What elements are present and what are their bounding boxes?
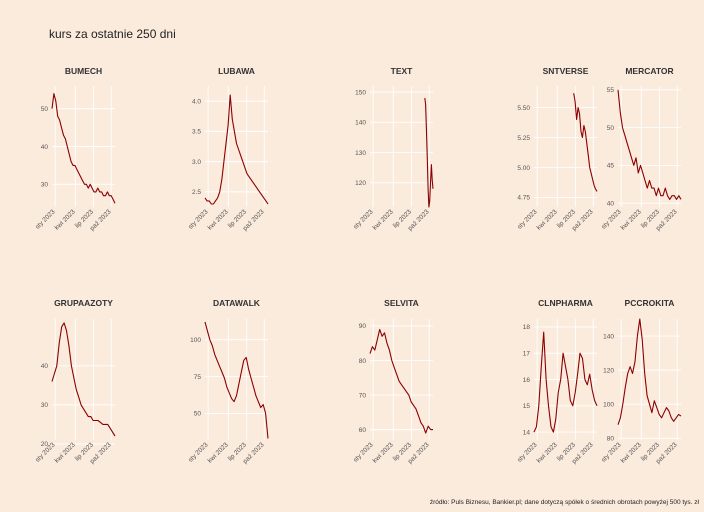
- y-tick-label: 140: [355, 120, 366, 127]
- panel-title: SNTVERSE: [543, 66, 589, 76]
- price-line: [204, 94, 269, 205]
- y-tick-label: 16: [523, 377, 531, 384]
- y-tick-label: 80: [607, 436, 615, 443]
- y-tick-label: 14: [523, 429, 531, 436]
- x-tick-label: kwi 2023: [620, 208, 643, 231]
- y-tick-label: 17: [523, 350, 531, 357]
- y-tick-label: 40: [41, 144, 49, 151]
- y-tick-label: 5.50: [517, 105, 530, 112]
- panel-title: GRUPAAZOTY: [54, 298, 113, 308]
- panel-title: TEXT: [391, 66, 414, 76]
- panel-title: LUBAWA: [218, 66, 255, 76]
- y-tick-label: 2.5: [192, 189, 201, 196]
- y-tick-label: 130: [355, 150, 366, 157]
- y-tick-label: 15: [523, 403, 531, 410]
- y-tick-label: 50: [607, 125, 615, 132]
- y-tick-label: 4.0: [192, 98, 201, 105]
- price-line: [424, 98, 434, 208]
- y-tick-label: 40: [607, 201, 615, 208]
- x-tick-label: kwi 2023: [372, 208, 395, 231]
- panel-title: BUMECH: [65, 66, 102, 76]
- y-tick-label: 120: [603, 367, 614, 374]
- y-tick-label: 100: [190, 337, 201, 344]
- x-tick-label: kwi 2023: [372, 441, 395, 464]
- y-tick-label: 80: [359, 358, 367, 365]
- price-line: [573, 93, 598, 192]
- price-line: [617, 89, 682, 200]
- x-tick-label: kwi 2023: [620, 441, 643, 464]
- panel-title: PCCROKITA: [625, 298, 675, 308]
- y-tick-label: 55: [607, 87, 615, 94]
- price-line: [51, 322, 116, 437]
- y-tick-label: 5.25: [517, 135, 530, 142]
- price-line: [51, 93, 116, 204]
- price-line: [533, 331, 598, 433]
- y-tick-label: 150: [355, 89, 366, 96]
- y-tick-label: 50: [194, 411, 202, 418]
- y-tick-label: 4.75: [517, 195, 530, 202]
- y-tick-label: 75: [194, 374, 202, 381]
- y-tick-label: 30: [41, 182, 49, 189]
- price-line: [369, 328, 433, 434]
- y-tick-label: 90: [359, 323, 367, 330]
- y-tick-label: 3.5: [192, 129, 201, 136]
- y-tick-label: 5.00: [517, 165, 530, 172]
- x-tick-label: kwi 2023: [54, 208, 77, 231]
- panel-title: DATAWALK: [213, 298, 261, 308]
- y-tick-label: 120: [355, 180, 366, 187]
- y-tick-label: 70: [359, 392, 367, 399]
- y-tick-label: 30: [41, 402, 49, 409]
- panel-title: SELVITA: [384, 298, 419, 308]
- y-tick-label: 100: [603, 402, 614, 409]
- y-tick-label: 45: [607, 163, 615, 170]
- price-line: [617, 318, 682, 425]
- source-caption: źródło: Puls Biznesu, Bankier.pl; dane d…: [430, 499, 700, 506]
- price-line: [204, 321, 269, 439]
- chart-title: kurs za ostatnie 250 dni: [49, 27, 176, 41]
- x-tick-label: kwi 2023: [536, 208, 559, 231]
- panel-title: CLNPHARMA: [538, 298, 593, 308]
- x-tick-label: kwi 2023: [536, 441, 559, 464]
- x-tick-label: kwi 2023: [207, 441, 230, 464]
- y-tick-label: 3.0: [192, 159, 201, 166]
- y-tick-label: 18: [523, 324, 531, 331]
- y-tick-label: 40: [41, 363, 49, 370]
- panel-title: MERCATOR: [625, 66, 673, 76]
- y-tick-label: 60: [359, 427, 367, 434]
- y-tick-label: 20: [41, 441, 49, 448]
- y-tick-label: 140: [603, 333, 614, 340]
- x-tick-label: kwi 2023: [207, 208, 230, 231]
- x-tick-label: kwi 2023: [54, 441, 77, 464]
- y-tick-label: 50: [41, 106, 49, 113]
